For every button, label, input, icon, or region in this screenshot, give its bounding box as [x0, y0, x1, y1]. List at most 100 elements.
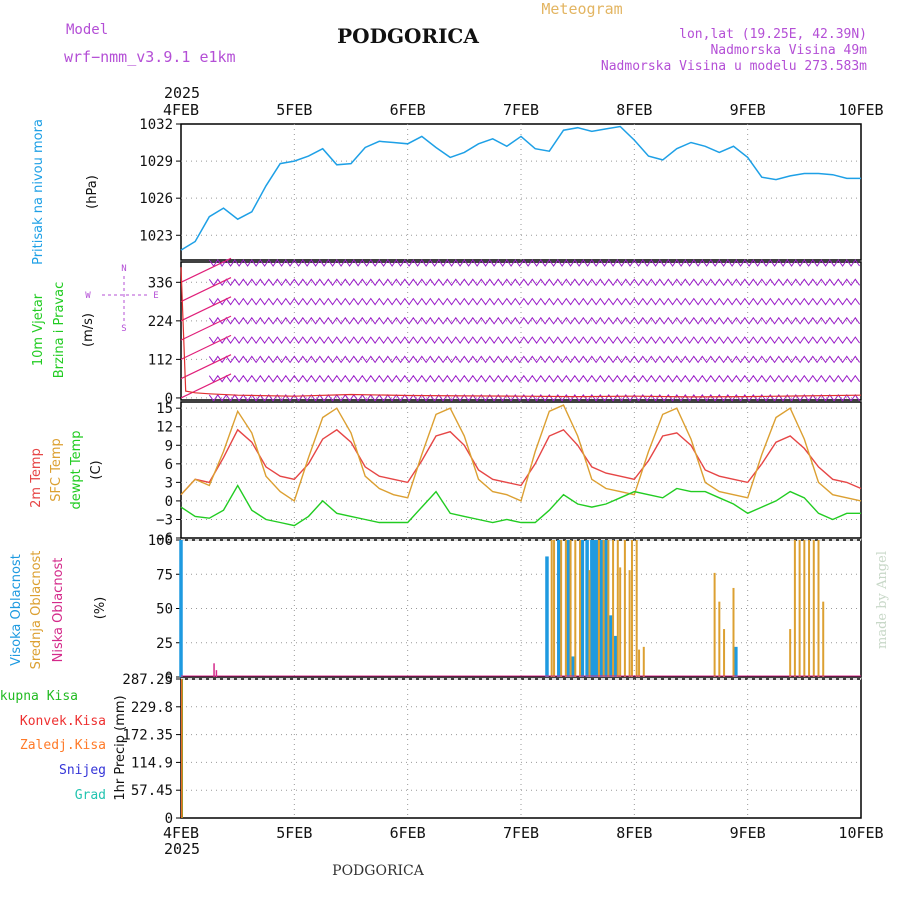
- cloud-mid-bar: [822, 601, 825, 677]
- wind-barb-row: [208, 316, 861, 325]
- cloud-low-bar: [215, 670, 218, 677]
- y-tick-label: 50: [156, 602, 173, 618]
- cloud-mid-bar: [803, 540, 806, 677]
- cloud-mid-bar: [597, 540, 600, 677]
- x-tick-label-top: 8FEB: [616, 101, 652, 119]
- y-tick-label: 100: [148, 533, 173, 549]
- cloud-mid-bar: [553, 540, 556, 677]
- product-title: Meteogram: [541, 0, 622, 18]
- wind-ylabel-1: 10m Vjetar: [31, 293, 46, 366]
- y-tick-label: 224: [148, 314, 173, 330]
- cloud-mid-bar: [630, 540, 633, 677]
- page-title: PODGORICA: [337, 24, 479, 48]
- cloud-mid-label: Srednja Oblacnost: [29, 551, 44, 670]
- y-tick-label: 25: [156, 636, 173, 652]
- compass-s: S: [121, 324, 126, 334]
- y-tick-label: 1032: [139, 117, 173, 133]
- wind-barb-row: [208, 374, 861, 383]
- cloud-unit: (%): [93, 597, 108, 620]
- y-tick-label: 336: [148, 275, 173, 291]
- y-tick-label: 112: [148, 352, 173, 368]
- model-name: wrf−nmm_v3.9.1 e1km: [64, 48, 236, 66]
- wind-arrow: [180, 296, 232, 322]
- cloud-mid-bar: [723, 629, 726, 677]
- cloud-low-bar: [213, 663, 215, 677]
- model-label: Model: [66, 22, 108, 38]
- cloud-mid-bar: [619, 567, 622, 677]
- precip-legend-conv: Konvek.Kisa: [20, 714, 106, 729]
- cloud-mid-bar: [798, 540, 801, 677]
- cloud-high-bar: [604, 540, 608, 677]
- wind-barb-row: [208, 259, 861, 267]
- wind-barb-row: [208, 278, 861, 287]
- cloud-mid-bar: [616, 540, 619, 677]
- compass-n: N: [121, 264, 126, 274]
- cloud-mid-bar: [628, 570, 631, 677]
- y-tick-label: 3: [165, 475, 173, 491]
- y-tick-label: −3: [156, 512, 173, 528]
- y-tick-label: 229.8: [131, 700, 173, 716]
- precip-legend-frozen: Zaledj.Kisa: [20, 738, 106, 753]
- cloud-mid-bar: [579, 540, 582, 677]
- cloud-low-label: Niska Oblacnost: [51, 558, 66, 663]
- cloud-high-bar: [585, 540, 589, 677]
- y-tick-label: 0: [165, 391, 173, 407]
- cloud-mid-bar: [642, 646, 645, 677]
- temp-unit: (C): [89, 460, 104, 479]
- wind-arrow: [180, 315, 232, 341]
- y-tick-label: 15: [156, 401, 173, 417]
- wind-unit: (m/s): [81, 313, 96, 347]
- cloud-mid-bar: [812, 540, 815, 677]
- cloud-mid-bar: [789, 629, 792, 677]
- cloud-mid-bar: [602, 540, 605, 677]
- cloud-mid-bar: [817, 540, 820, 677]
- compass-e: E: [153, 291, 158, 301]
- y-tick-label: 172.35: [122, 728, 173, 744]
- y-tick-label: 57.45: [131, 783, 173, 799]
- sfc-temp-line: [180, 404, 862, 502]
- cloud-mid-bar: [718, 601, 721, 677]
- cloud-mid-bar: [635, 540, 638, 677]
- cloud-high-bar: [179, 540, 183, 677]
- footer-station: PODGORICA: [332, 863, 425, 879]
- y-axis-ticks: 10231026102910320112224336−6−30369121502…: [122, 117, 181, 827]
- wind-arrow: [180, 277, 232, 303]
- cloud-mid-bar: [607, 540, 610, 677]
- y-tick-label: 75: [156, 567, 173, 583]
- cloud-mid-bar: [623, 540, 626, 677]
- cloud-mid-bar: [793, 540, 796, 677]
- x-tick-label-bottom: 6FEB: [390, 824, 426, 842]
- y-tick-label: 9: [165, 438, 173, 454]
- cloud-high-bar: [571, 656, 575, 677]
- x-tick-label-bottom: 5FEB: [276, 824, 312, 842]
- x-tick-label-top: 10FEB: [838, 101, 883, 119]
- cloud-high-bar: [590, 540, 594, 677]
- pressure-ylabel: Pritisak na nivou mora: [31, 119, 46, 265]
- y-tick-label: 6: [165, 457, 173, 473]
- x-axis-bottom: 4FEB 5FEB 6FEB 7FEB 8FEB 9FEB 10FEB: [163, 824, 884, 842]
- x-tick-label-bottom: 10FEB: [838, 824, 883, 842]
- precip-legend-hail: Grad: [75, 788, 106, 803]
- x-tick-label-top: 4FEB: [163, 101, 199, 119]
- y-tick-label: 0: [165, 494, 173, 510]
- temp-2m-label: 2m Temp: [29, 448, 44, 508]
- compass-w: W: [85, 291, 91, 301]
- cloud-high-bar: [613, 635, 618, 677]
- pressure-unit: (hPa): [85, 175, 100, 209]
- credit-text: made by Angel: [875, 551, 890, 649]
- cloud-high-label: Visoka Oblacnost: [9, 554, 24, 666]
- x-tick-label-bottom: 4FEB: [163, 824, 199, 842]
- cloud-high-bar: [608, 615, 613, 677]
- wind-barb-row: [208, 394, 861, 402]
- cloud-mid-bar: [808, 540, 811, 677]
- pressure-line: [180, 125, 861, 251]
- cloud-high-bar: [545, 556, 549, 677]
- panel-frames: [180, 123, 862, 819]
- wind-arrow: [180, 334, 232, 360]
- wind-speed-line: [180, 267, 862, 398]
- cloud-high-bar: [734, 646, 738, 677]
- x-axis-top: 4FEB 5FEB 6FEB 7FEB 8FEB 9FEB 10FEB: [163, 101, 884, 119]
- y-tick-label: 114.9: [131, 755, 173, 771]
- y-tick-label: 287.25: [122, 672, 173, 688]
- precip-legend-total: Ukupna Kisa: [0, 689, 78, 704]
